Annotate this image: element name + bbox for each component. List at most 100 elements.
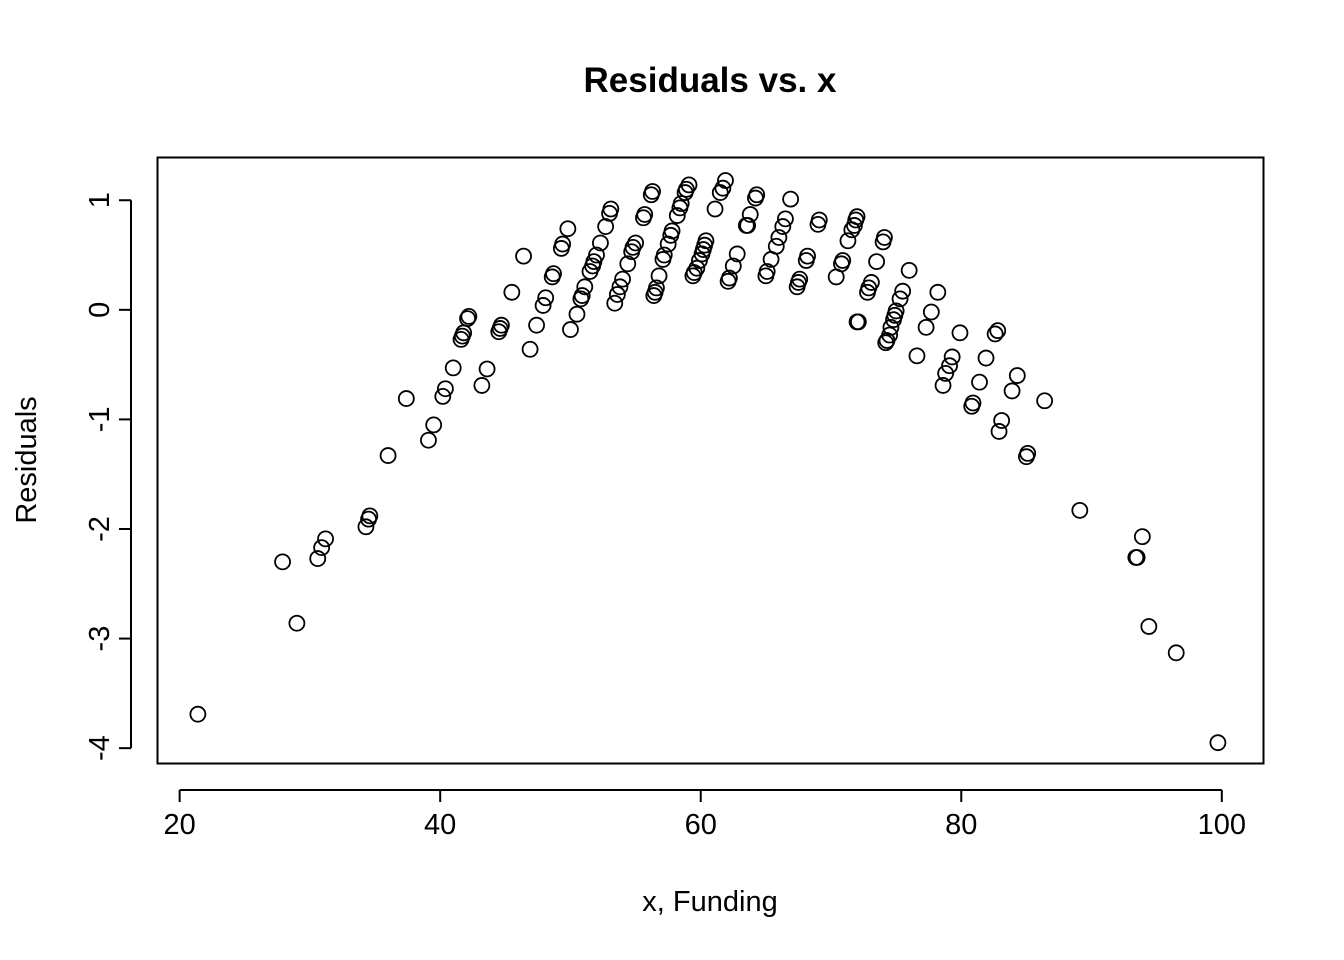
data-point	[1003, 382, 1021, 400]
data-point	[189, 705, 207, 723]
data-point	[758, 263, 776, 280]
y-tick-label: -1	[84, 407, 116, 433]
data-point	[309, 550, 327, 567]
data-point	[990, 423, 1008, 440]
data-point	[951, 324, 969, 342]
data-point	[720, 269, 738, 287]
data-point	[317, 530, 334, 548]
x-axis-label: x, Funding	[642, 886, 777, 918]
data-point	[881, 326, 899, 344]
x-tick-label: 80	[945, 809, 977, 841]
data-point	[537, 289, 555, 307]
data-point	[361, 507, 379, 525]
data-point	[379, 447, 397, 464]
data-point	[473, 377, 491, 394]
data-point	[894, 282, 912, 300]
y-tick-label: 1	[84, 192, 116, 208]
data-point	[834, 252, 852, 269]
data-point	[274, 553, 291, 571]
data-point	[770, 229, 788, 246]
data-point	[739, 217, 757, 234]
data-point	[810, 211, 828, 229]
x-tick-label: 60	[685, 809, 717, 841]
data-point	[868, 253, 885, 271]
data-point	[717, 172, 734, 189]
data-point	[971, 373, 988, 391]
data-point	[917, 318, 935, 336]
data-point	[688, 259, 706, 277]
data-point	[876, 229, 893, 246]
data-point	[986, 325, 1004, 343]
data-point	[741, 206, 759, 223]
data-point	[425, 416, 443, 434]
data-point	[791, 270, 809, 288]
data-point	[714, 179, 732, 197]
data-point	[608, 286, 626, 303]
data-point	[697, 232, 715, 250]
data-point	[554, 235, 572, 253]
data-point	[941, 357, 958, 375]
data-point	[460, 307, 478, 325]
x-tick-label: 20	[164, 809, 196, 841]
x-axis: 20 40 60 80 100	[164, 789, 1246, 841]
data-point	[521, 340, 539, 358]
data-point	[1140, 618, 1158, 635]
data-point	[576, 278, 594, 296]
data-point	[1071, 501, 1089, 519]
data-point	[887, 302, 905, 320]
data-point	[1133, 528, 1151, 546]
data-point	[799, 247, 816, 265]
data-point	[528, 316, 545, 334]
data-point	[588, 246, 605, 264]
data-point	[503, 283, 521, 301]
data-point	[602, 200, 620, 218]
data-point	[964, 394, 982, 412]
y-tick-label: -3	[84, 626, 116, 652]
data-point	[624, 238, 642, 256]
data-point	[777, 210, 794, 228]
data-point	[606, 294, 624, 312]
data-point	[627, 234, 644, 252]
data-point	[644, 183, 661, 200]
data-point	[420, 431, 437, 449]
data-point	[943, 348, 961, 366]
data-point	[648, 279, 665, 297]
data-point	[573, 287, 591, 304]
data-point	[748, 186, 766, 204]
data-point	[592, 234, 609, 252]
data-point	[706, 200, 724, 218]
data-point	[655, 246, 673, 264]
data-point	[900, 261, 918, 279]
data-point	[459, 310, 476, 327]
data-point	[357, 518, 375, 536]
data-point	[882, 318, 900, 336]
data-point	[724, 257, 742, 275]
data-point	[313, 539, 331, 557]
data-point	[849, 313, 867, 331]
data-point	[680, 176, 698, 194]
y-axis-label: Residuals	[11, 396, 43, 523]
data-point	[993, 412, 1011, 429]
data-point	[937, 364, 955, 382]
data-point	[1128, 549, 1146, 566]
data-point	[1036, 392, 1054, 410]
data-point	[929, 283, 947, 301]
data-point	[559, 220, 577, 238]
data-point	[397, 390, 415, 407]
data-point	[493, 316, 510, 334]
data-point	[1209, 734, 1227, 752]
data-point	[636, 206, 654, 223]
chart-title: Residuals vs. x	[584, 61, 837, 100]
data-point	[515, 247, 532, 265]
data-point	[650, 267, 668, 285]
data-point	[568, 305, 586, 323]
data-points	[189, 172, 1227, 752]
data-point	[1008, 367, 1026, 384]
y-tick-label: -4	[84, 735, 116, 761]
data-point	[545, 265, 562, 283]
data-point	[767, 237, 785, 255]
data-point	[668, 207, 686, 224]
data-point	[1167, 644, 1185, 662]
data-point	[728, 245, 746, 263]
